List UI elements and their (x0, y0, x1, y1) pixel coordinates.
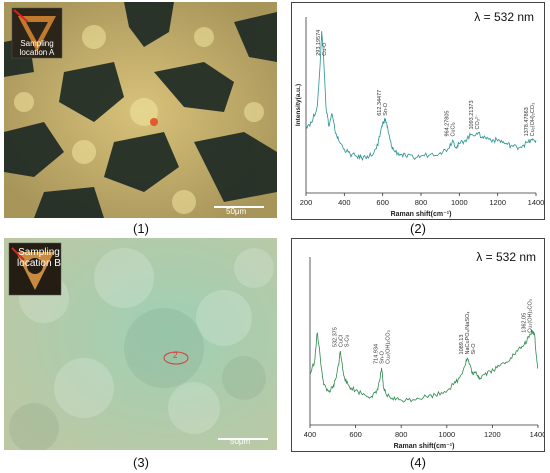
chart-2-x-tick-label: 800 (395, 430, 408, 439)
chart-2-peak-annotation: Sn-O (380, 350, 386, 364)
chart-1-title: λ = 532 nm (474, 10, 534, 24)
chart-1-peak-annotation: Cu-O (322, 42, 328, 56)
caption-3: (3) (133, 455, 149, 470)
chart-2-peak-annotation: 1362.05 (521, 313, 527, 333)
raman-chart-b-svg: 400 600 800 1000 1200 1400 λ = 532 nm Raman shi… (304, 250, 547, 450)
chart-1-series-line (305, 31, 537, 161)
chart-2-peak-annotation: Cu₂(OH)₂CO₃ (527, 299, 533, 333)
chart-1-peak-annotation: CO₃²⁻ (475, 114, 481, 129)
chart-2-x-tick-label: 400 (304, 430, 317, 439)
chart-1-x-tick-label: 1200 (489, 198, 506, 207)
sampling-location-b-label: Sampling location B (17, 247, 61, 269)
chart-1-peak-annotation: 964.27805 (444, 111, 450, 137)
caption-4: (4) (410, 455, 426, 470)
chart-2-peak-annotation: CuCl (338, 335, 344, 347)
chart-2-x-tick-label: 600 (349, 430, 362, 439)
chart-2-x-tick-label: 1200 (484, 430, 501, 439)
caption-2: (2) (410, 221, 426, 236)
chart-1-x-tick-label: 1400 (528, 198, 544, 207)
chart-2-peak-annotation: Cu₂(OH)₂CO₃ (386, 330, 392, 364)
chart-2-x-tick-label: 1400 (530, 430, 544, 439)
micrograph-a-image (4, 2, 277, 218)
chart-2-peak-annotation: Si-O (471, 343, 477, 355)
chart-1-peak-annotation: Sn-O (383, 102, 389, 116)
sample-point-marker: 2 (173, 351, 178, 360)
raman-chart-b: 400 600 800 1000 1200 1400 λ = 532 nm Raman shi… (291, 238, 547, 452)
chart-1-x-label: Raman shift(cm⁻¹) (391, 211, 452, 218)
raman-chart-a-svg: 200 400 600 800 1000 1200 1400 λ = 532 nm Raman … (295, 10, 544, 218)
chart-2-peak-annotation: 532.375 (332, 327, 338, 347)
chart-2-title: λ = 532 nm (476, 250, 536, 264)
chart-1-peak-annotation: Cu₂(OH)₂CO₃ (530, 103, 536, 137)
scale-bar-label-b: 50μm (230, 437, 251, 446)
chart-2-peak-annotation: 1089.13 (459, 335, 465, 355)
chart-2-peak-annotation: NaCuPO₄/NaSO₄ (465, 311, 471, 355)
chart-1-x-tick-label: 200 (300, 198, 313, 207)
chart-1-peak-annotation: 1378.47863 (524, 107, 530, 136)
micrograph-b-image (4, 238, 277, 450)
chart-1-x-tick-label: 600 (376, 198, 389, 207)
chart-2-x-label: Raman shift(cm⁻¹) (394, 443, 455, 450)
scale-bar-label-a: 50μm (226, 207, 247, 216)
chart-2-peak-annotation: 714.934 (374, 344, 380, 364)
chart-1-peak-annotation: 1093.21373 (469, 100, 475, 129)
micrograph-location-b: Sampling location B 2 50μm (4, 238, 277, 450)
sampling-location-a-label: Sampling location A (19, 39, 55, 57)
chart-1-peak-annotation: CuCl₂ (450, 122, 456, 136)
chart-2-x-tick-label: 1000 (438, 430, 455, 439)
chart-1-y-label: Intensity(a.u.) (295, 84, 302, 126)
raman-chart-a: 200 400 600 800 1000 1200 1400 λ = 532 nm Raman … (291, 2, 545, 220)
chart-2-peak-annotation: S-Cu (344, 335, 350, 348)
micrograph-location-a: Sampling location A 50μm (4, 2, 277, 218)
chart-1-peak-annotation: 612.34477 (377, 90, 383, 116)
chart-2-series-line (309, 328, 539, 403)
chart-1-peak-annotation: 293.19574 (316, 30, 322, 56)
chart-1-x-tick-label: 1000 (451, 198, 468, 207)
chart-1-x-tick-label: 800 (415, 198, 428, 207)
chart-1-x-tick-label: 400 (338, 198, 351, 207)
caption-1: (1) (133, 221, 149, 236)
